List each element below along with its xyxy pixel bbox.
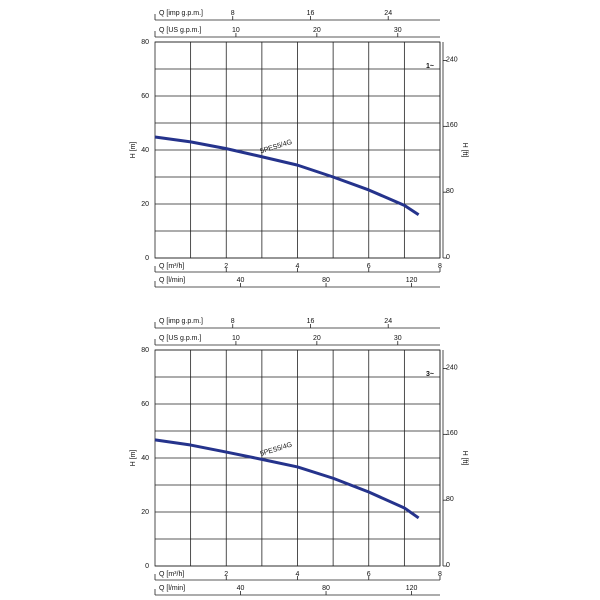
y-tick-label: 0	[145, 255, 149, 262]
phase-badge: 1~	[426, 63, 434, 70]
y-tick-label: 80	[141, 347, 149, 354]
x-tick-label: 8	[438, 571, 442, 578]
y2-tick-label: 80	[446, 188, 454, 195]
x-axis-label: Q [imp g.p.m.]	[159, 318, 203, 325]
x-tick-label: 4	[296, 571, 300, 578]
y2-tick-label: 80	[446, 496, 454, 503]
y2-tick-label: 240	[446, 56, 458, 63]
x-tick-label: 8	[231, 10, 235, 17]
curve-label: 5PES5/4G	[259, 441, 293, 457]
x-tick-label: 24	[384, 318, 392, 325]
x-axis-label: Q [m³/h]	[159, 571, 184, 578]
x-tick-label: 80	[322, 585, 330, 592]
y-tick-label: 80	[141, 39, 149, 46]
x-tick-label: 40	[237, 585, 245, 592]
x-tick-label: 2	[224, 571, 228, 578]
x-tick-label: 20	[313, 335, 321, 342]
curve-label: 5PES5/4G	[259, 139, 293, 155]
y2-tick-label: 0	[446, 562, 450, 569]
pump-curve	[154, 438, 420, 520]
y2-tick-label: 0	[446, 254, 450, 261]
x-axis-label: Q [m³/h]	[159, 263, 184, 270]
x-axis-label: Q [imp g.p.m.]	[159, 10, 203, 17]
y-tick-label: 0	[145, 563, 149, 570]
x-tick-label: 120	[406, 585, 418, 592]
x-tick-label: 40	[237, 277, 245, 284]
x-tick-label: 16	[307, 318, 315, 325]
x-axis-label: Q [US g.p.m.]	[159, 335, 201, 342]
y-tick-label: 20	[141, 201, 149, 208]
x-tick-label: 2	[224, 263, 228, 270]
x-tick-label: 20	[313, 27, 321, 34]
x-tick-label: 80	[322, 277, 330, 284]
y2-axis-label: H [ft]	[461, 143, 468, 158]
phase-badge: 3~	[426, 371, 434, 378]
x-tick-label: 6	[367, 571, 371, 578]
x-tick-label: 8	[438, 263, 442, 270]
pump-curve	[154, 135, 420, 217]
y-axis-label: H [m]	[130, 142, 137, 159]
y2-tick-label: 160	[446, 430, 458, 437]
x-tick-label: 10	[232, 335, 240, 342]
x-axis-label: Q [US g.p.m.]	[159, 27, 201, 34]
x-tick-label: 10	[232, 27, 240, 34]
x-tick-label: 16	[307, 10, 315, 17]
y-tick-label: 20	[141, 509, 149, 516]
y-tick-label: 40	[141, 455, 149, 462]
y-tick-label: 60	[141, 93, 149, 100]
y2-axis-label: H [ft]	[461, 451, 468, 466]
x-tick-label: 24	[384, 10, 392, 17]
x-tick-label: 120	[406, 277, 418, 284]
y2-tick-label: 160	[446, 122, 458, 129]
x-tick-label: 4	[296, 263, 300, 270]
x-tick-label: 6	[367, 263, 371, 270]
x-axis-label: Q [l/min]	[159, 277, 185, 284]
y-axis-label: H [m]	[130, 450, 137, 467]
y2-tick-label: 240	[446, 364, 458, 371]
x-tick-label: 8	[231, 318, 235, 325]
y-tick-label: 60	[141, 401, 149, 408]
x-tick-label: 30	[394, 27, 402, 34]
y-tick-label: 40	[141, 147, 149, 154]
x-axis-label: Q [l/min]	[159, 585, 185, 592]
x-tick-label: 30	[394, 335, 402, 342]
